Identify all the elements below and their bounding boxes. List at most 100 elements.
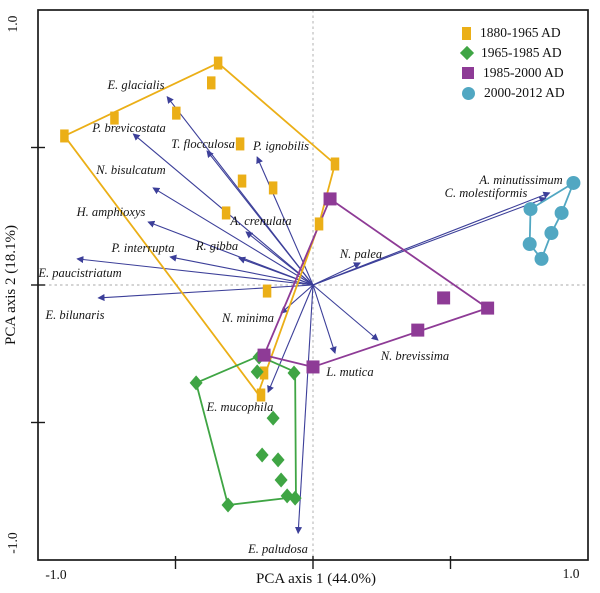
circle-marker-icon <box>462 86 475 100</box>
marker-square <box>411 323 425 337</box>
square-marker-icon <box>462 67 474 79</box>
group-2000-2012-AD <box>522 175 581 266</box>
vector-arrow-n-bisulcatum <box>152 187 314 286</box>
y-axis-min-label: -1.0 <box>5 532 20 554</box>
y-axis-max-label: 1.0 <box>5 15 20 32</box>
marker-diamond <box>288 490 302 506</box>
vector-arrow-c-molestiformis <box>312 196 547 286</box>
marker-square <box>437 291 451 305</box>
legend-entry-1965-1985-AD: 1965-1985 AD <box>459 45 565 61</box>
marker-diamond <box>189 375 203 391</box>
marker-vrect <box>314 217 324 231</box>
marker-circle <box>534 251 549 266</box>
marker-diamond <box>274 472 288 488</box>
marker-diamond <box>221 497 235 513</box>
species-label-n-minima: N. minima <box>221 311 274 325</box>
species-label-p-interrupta: P. interrupta <box>111 241 175 255</box>
vrect-marker-icon <box>462 26 471 40</box>
species-labels: E. glacialis P. brevicostata T. flocculosa… <box>37 78 562 556</box>
species-label-c-molestiformis: C. molestiformis <box>445 186 528 200</box>
vector-arrow-e-mucophila <box>267 284 314 393</box>
vector-arrow-a-minutissimum <box>312 191 551 286</box>
hull-2000-2012-AD <box>528 182 575 260</box>
vector-arrow-r-gibba <box>238 256 314 286</box>
marker-vrect <box>221 206 231 220</box>
vector-arrow-n-minima <box>280 284 314 314</box>
legend-entry-2000-2012-AD: 2000-2012 AD <box>462 85 565 100</box>
marker-diamond <box>271 452 285 468</box>
species-label-p-brevicostata: P. brevicostata <box>91 121 166 135</box>
marker-square <box>306 360 320 374</box>
species-label-r-gibba: R. gibba <box>195 239 238 253</box>
species-label-e-mucophila: E. mucophila <box>206 400 274 414</box>
marker-circle <box>522 237 537 252</box>
species-label-e-paludosa: E. paludosa <box>247 542 308 556</box>
axes <box>31 9 589 569</box>
legend-entry-1985-2000-AD: 1985-2000 AD <box>462 65 565 80</box>
vector-arrow-n-brevissima <box>312 284 379 341</box>
marker-square <box>323 192 337 206</box>
legend-label: 1965-1985 AD <box>481 45 562 60</box>
vector-arrow-e-paucistriatum <box>76 255 314 286</box>
x-axis-max-label: 1.0 <box>563 566 580 581</box>
marker-circle <box>554 205 569 220</box>
marker-diamond <box>266 410 280 426</box>
vector-arrow-l-mutica <box>312 284 337 354</box>
group-1985-2000-AD <box>257 192 495 374</box>
vector-arrow-p-ignobilis <box>256 156 314 286</box>
species-label-e-paucistriatum: E. paucistriatum <box>37 266 121 280</box>
group-1965-1985-AD <box>189 349 302 513</box>
marker-square <box>481 301 495 315</box>
marker-vrect <box>330 157 340 171</box>
marker-vrect <box>60 129 69 143</box>
legend: 1880-1965 AD 1965-1985 AD 1985-2000 AD 2000… <box>459 25 565 100</box>
species-label-n-brevissima: N. brevissima <box>380 349 449 363</box>
group-1880-1965-AD <box>60 56 340 402</box>
species-vectors <box>76 96 551 535</box>
vector-arrow-e-paludosa <box>294 284 314 535</box>
marker-diamond <box>287 365 301 381</box>
species-label-n-palea: N. palea <box>339 247 382 261</box>
species-label-a-minutissimum: A. minutissimum <box>478 173 562 187</box>
group-markers <box>60 56 581 513</box>
marker-circle <box>523 202 538 217</box>
legend-label: 1880-1965 AD <box>480 25 561 40</box>
legend-entry-1880-1965-AD: 1880-1965 AD <box>462 25 565 40</box>
marker-vrect <box>110 111 119 125</box>
x-axis-min-label: -1.0 <box>45 567 67 582</box>
marker-vrect <box>262 284 272 298</box>
vector-arrow-n-palea <box>312 262 361 286</box>
marker-diamond <box>255 447 269 463</box>
x-axis-title: PCA axis 1 (44.0%) <box>256 571 376 587</box>
species-label-h-amphioxys: H. amphioxys <box>76 205 146 219</box>
marker-vrect <box>268 181 278 195</box>
species-label-e-bilunaris: E. bilunaris <box>44 308 104 322</box>
marker-vrect <box>237 174 247 188</box>
marker-vrect <box>259 366 269 380</box>
vector-arrow-a-crenulata <box>245 231 314 286</box>
species-label-p-ignobilis: P. ignobilis <box>252 139 309 153</box>
y-axis-title: PCA axis 2 (18.1%) <box>3 225 19 345</box>
species-label-e-glacialis: E. glacialis <box>107 78 165 92</box>
marker-circle <box>566 175 581 190</box>
marker-vrect <box>256 388 266 402</box>
marker-vrect <box>213 56 223 70</box>
marker-vrect <box>207 76 216 90</box>
hull-1965-1985-AD <box>195 355 297 506</box>
marker-circle <box>544 226 559 241</box>
marker-diamond <box>250 364 264 380</box>
diamond-marker-icon <box>459 45 475 61</box>
species-label-n-bisulcatum: N. bisulcatum <box>95 163 165 177</box>
vector-arrow-p-interrupta <box>169 254 314 286</box>
marker-vrect <box>235 137 245 151</box>
legend-label: 2000-2012 AD <box>484 85 565 100</box>
legend-label: 1985-2000 AD <box>483 65 564 80</box>
species-label-t-flocculosa: T. flocculosa <box>171 137 235 151</box>
vector-arrow-e-bilunaris <box>97 284 314 302</box>
hull-1880-1965-AD <box>63 62 336 395</box>
species-label-a-crenulata: A. crenulata <box>229 214 291 228</box>
species-label-l-mutica: L. mutica <box>325 365 373 379</box>
marker-vrect <box>172 106 181 120</box>
